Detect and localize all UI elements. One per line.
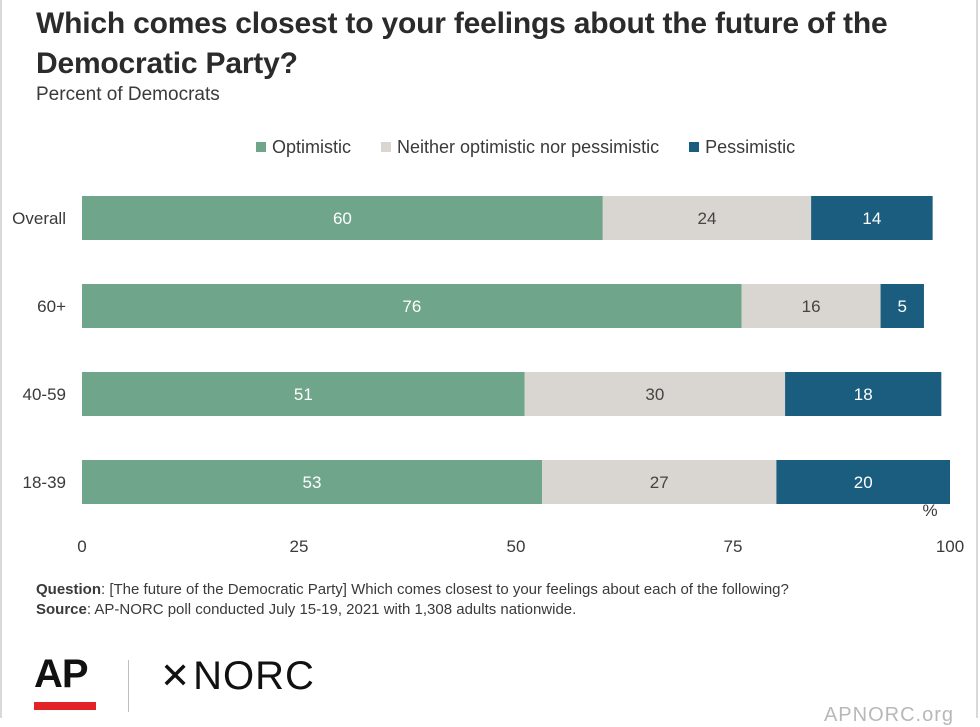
site-url: APNORC.org bbox=[823, 704, 954, 726]
source-text: : AP-NORC poll conducted July 15-19, 202… bbox=[86, 601, 577, 618]
legend-swatch-optimistic bbox=[256, 142, 266, 152]
bar-segment bbox=[880, 284, 924, 328]
question-label: Question bbox=[36, 581, 102, 598]
data-label: 53 bbox=[303, 473, 322, 492]
legend-item-pessimistic: Pessimistic bbox=[689, 137, 795, 158]
bar-segment bbox=[741, 284, 881, 328]
category-label: Overall bbox=[12, 209, 66, 228]
category-label: 40-59 bbox=[23, 385, 66, 404]
bar-segment bbox=[602, 196, 812, 240]
bar-segment bbox=[524, 372, 786, 416]
question-text: : [The future of the Democratic Party] W… bbox=[101, 581, 789, 598]
question-note: Question: [The future of the Democratic … bbox=[36, 580, 956, 600]
norc-logo-text: NORC bbox=[193, 654, 315, 698]
legend-item-neither: Neither optimistic nor pessimistic bbox=[381, 137, 659, 158]
bar-chart: Overall 60 24 14 60+ 76 16 5 40-59 51 30 18 18-39 53 2… bbox=[12, 196, 964, 556]
data-label: 16 bbox=[802, 297, 821, 316]
chart-notes: Question: [The future of the Democratic … bbox=[36, 580, 956, 620]
bar-segment bbox=[776, 460, 950, 504]
data-label: 60 bbox=[333, 209, 352, 228]
data-label: 27 bbox=[650, 473, 669, 492]
bar-segment bbox=[82, 372, 525, 416]
norc-logo: ✕ NORC bbox=[160, 654, 315, 698]
bar-segment bbox=[542, 460, 777, 504]
source-label: Source bbox=[36, 601, 87, 618]
legend-label-neither: Neither optimistic nor pessimistic bbox=[397, 136, 660, 157]
x-tick-label: 75 bbox=[724, 537, 743, 556]
bar-segment bbox=[82, 460, 543, 504]
source-note: Source: AP-NORC poll conducted July 15-1… bbox=[36, 600, 956, 620]
ap-logo: AP bbox=[34, 652, 89, 696]
bar-segment bbox=[82, 196, 603, 240]
legend-swatch-pessimistic bbox=[689, 142, 700, 152]
logo-divider bbox=[128, 660, 129, 712]
data-label: 30 bbox=[645, 385, 664, 404]
chart-subtitle: Percent of Democrats bbox=[36, 84, 220, 105]
chart-title: Which comes closest to your feelings abo… bbox=[36, 7, 888, 80]
legend-swatch-neither bbox=[381, 142, 392, 152]
legend-item-optimistic: Optimistic bbox=[256, 137, 351, 158]
ap-logo-bar bbox=[34, 702, 96, 710]
legend-label-optimistic: Optimistic bbox=[272, 136, 352, 157]
x-tick-label: 50 bbox=[507, 537, 526, 556]
bar-segment bbox=[785, 372, 942, 416]
data-label: 14 bbox=[862, 209, 881, 228]
x-tick-label: 0 bbox=[77, 537, 86, 556]
data-label: 5 bbox=[898, 297, 907, 316]
category-label: 18-39 bbox=[23, 473, 66, 492]
norc-star-icon: ✕ bbox=[160, 655, 192, 696]
bar-segment bbox=[811, 196, 933, 240]
x-tick-label: 100 bbox=[936, 537, 964, 556]
legend-label-pessimistic: Pessimistic bbox=[705, 136, 796, 157]
data-label: 51 bbox=[294, 385, 313, 404]
x-tick-label: 25 bbox=[290, 537, 309, 556]
category-label: 60+ bbox=[37, 297, 66, 316]
data-label: 24 bbox=[697, 209, 716, 228]
unit-label: % bbox=[922, 501, 937, 520]
data-label: 18 bbox=[854, 385, 873, 404]
legend: Optimistic Neither optimistic nor pessim… bbox=[256, 136, 825, 158]
bar-segment bbox=[82, 284, 742, 328]
data-label: 20 bbox=[854, 473, 873, 492]
data-label: 76 bbox=[402, 297, 421, 316]
